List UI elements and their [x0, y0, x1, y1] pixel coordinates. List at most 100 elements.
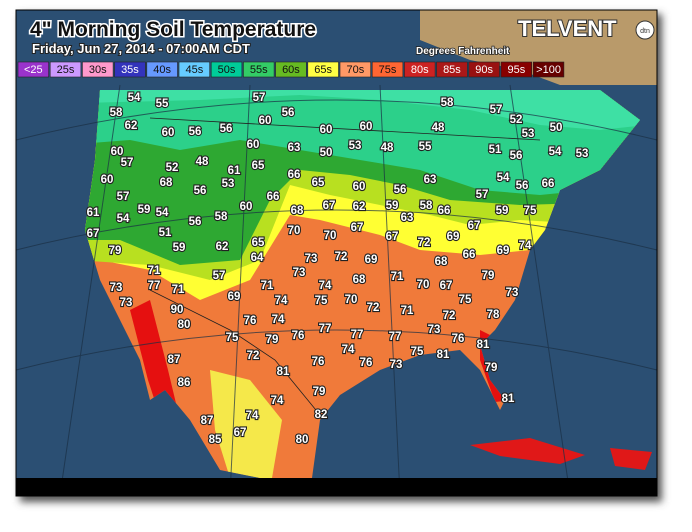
station-reading: 73 [428, 324, 441, 336]
frame [15, 9, 658, 497]
station-reading: 68 [160, 177, 173, 189]
station-reading: 74 [272, 314, 285, 326]
legend-label: 75s [379, 64, 397, 76]
station-reading: 66 [438, 205, 451, 217]
station-reading: 58 [215, 211, 228, 223]
station-reading: 62 [353, 201, 366, 213]
station-reading: 76 [452, 333, 465, 345]
legend-swatch [17, 61, 50, 78]
station-reading: 90 [171, 304, 184, 316]
station-reading: 79 [482, 270, 495, 282]
station-reading: 53 [576, 148, 589, 160]
station-reading: 77 [389, 331, 402, 343]
legend-label: <25 [24, 64, 43, 76]
brand: TELVENT [518, 16, 617, 41]
legend-label: 30s [89, 64, 107, 76]
station-reading: 74 [246, 410, 259, 422]
station-reading: 85 [209, 434, 222, 446]
legend-label: 35s [121, 64, 139, 76]
borders [149, 117, 541, 416]
legend-swatch [275, 61, 307, 78]
station-reading: 80 [296, 434, 309, 446]
legend-swatch [210, 61, 243, 78]
station-reading: 75 [459, 294, 472, 306]
station-reading: 55 [156, 98, 169, 110]
station-reading: 74 [275, 295, 288, 307]
station-reading: 60 [247, 139, 260, 151]
station-reading: 79 [313, 386, 326, 398]
station-reading: 54 [497, 172, 510, 184]
graticule [15, 84, 658, 496]
station-reading: 75 [524, 205, 537, 217]
station-reading: 66 [267, 191, 280, 203]
station-reading: 69 [447, 231, 460, 243]
legend-swatch [468, 61, 500, 78]
station-reading: 57 [117, 191, 130, 203]
legend-swatch [500, 61, 533, 78]
station-reading: 73 [293, 267, 306, 279]
station-reading: 57 [213, 270, 226, 282]
band-north [85, 90, 640, 130]
legend-label: 40s [153, 64, 171, 76]
station-reading: 71 [401, 305, 414, 317]
station-reading: 62 [125, 120, 138, 132]
station-reading: 76 [360, 357, 373, 369]
station-reading: 56 [189, 126, 202, 138]
station-reading: 54 [117, 213, 130, 225]
station-reading: 67 [468, 220, 481, 232]
station-reading: 60 [259, 115, 272, 127]
station-reading: 73 [110, 282, 123, 294]
station-reading: 65 [312, 177, 325, 189]
station-reading: 73 [390, 359, 403, 371]
station-reading: 74 [342, 344, 355, 356]
station-reading: 81 [502, 393, 515, 405]
station-reading: 69 [228, 291, 241, 303]
legend-swatch [114, 61, 146, 78]
station-reading: 79 [266, 334, 279, 346]
station-reading: 81 [477, 339, 490, 351]
legend-label: 80s [411, 64, 429, 76]
station-reading: 58 [441, 97, 454, 109]
station-reading: 51 [489, 144, 502, 156]
station-reading: 62 [216, 241, 229, 253]
station-reading: 67 [440, 280, 453, 292]
station-reading: 60 [101, 174, 114, 186]
station-reading: 51 [159, 227, 172, 239]
station-reading: 48 [381, 142, 394, 154]
station-reading: 48 [196, 156, 209, 168]
station-reading: 59 [138, 204, 151, 216]
brand-badge [635, 20, 655, 40]
station-reading: 48 [432, 122, 445, 134]
station-reading: 50 [320, 147, 333, 159]
station-reading: 56 [220, 123, 233, 135]
station-reading: 79 [109, 245, 122, 257]
station-reading: 75 [411, 346, 424, 358]
station-reading: 67 [323, 200, 336, 212]
station-reading: 75 [226, 332, 239, 344]
station-reading: 56 [394, 184, 407, 196]
station-reading: 74 [271, 395, 284, 407]
station-reading: 61 [87, 207, 100, 219]
station-reading: 56 [510, 150, 523, 162]
legend-swatch [436, 61, 468, 78]
legend-label: 45s [185, 64, 203, 76]
legend-swatch [532, 61, 565, 78]
station-reading: 67 [351, 222, 364, 234]
cuba [470, 438, 585, 464]
station-reading: 73 [506, 287, 519, 299]
station-reading: 65 [252, 160, 265, 172]
station-reading: 58 [110, 107, 123, 119]
station-reading: 72 [367, 302, 380, 314]
station-reading: 60 [353, 181, 366, 193]
legend-label: 60s [282, 64, 300, 76]
station-reading: 71 [391, 271, 404, 283]
station-reading: 59 [173, 242, 186, 254]
station-reading: 68 [291, 205, 304, 217]
legend-label: 90s [475, 64, 493, 76]
legend-label: 85s [443, 64, 461, 76]
station-reading: 60 [162, 127, 175, 139]
mexico-cool [210, 370, 282, 478]
